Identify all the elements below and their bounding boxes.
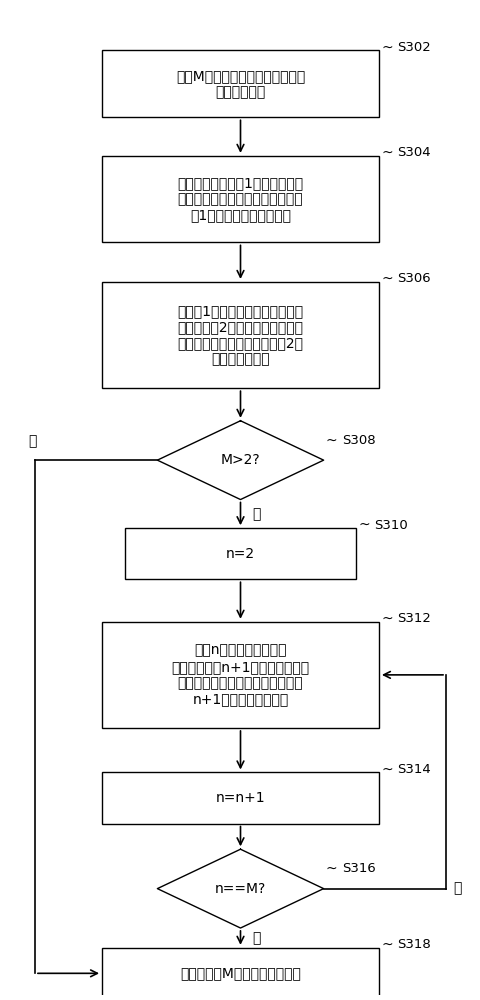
Text: ~: ~ (381, 40, 392, 54)
Polygon shape (157, 849, 323, 928)
Text: S316: S316 (341, 862, 375, 875)
Text: 将公共色域取为第1个校准灯具的
色域三角形内的所有栅格点，称为
第1个灯具的参考色坐标集: 将公共色域取为第1个校准灯具的 色域三角形内的所有栅格点，称为 第1个灯具的参考… (177, 176, 303, 222)
Text: ~: ~ (325, 862, 337, 876)
Text: S306: S306 (396, 272, 430, 285)
Text: ~: ~ (381, 146, 392, 160)
Bar (102, 622, 378, 728)
Bar (102, 50, 378, 117)
Text: S314: S314 (396, 763, 431, 776)
Text: 选出第1个灯具的参考色坐标集中
的点落在第2个灯具的色域三角形
内的所有参考色坐标点，称为2个
灯具的公共色域: 选出第1个灯具的参考色坐标集中 的点落在第2个灯具的色域三角形 内的所有参考色坐… (177, 304, 303, 366)
Text: 选出n个灯具的公共色域
中的点落在第n+1个灯具的色域三
角形内的所有参考色坐标点，称为
n+1个灯具的公共色域: 选出n个灯具的公共色域 中的点落在第n+1个灯具的色域三 角形内的所有参考色坐标… (171, 644, 309, 706)
Text: n=2: n=2 (226, 547, 254, 561)
Text: ~: ~ (325, 433, 337, 447)
Text: 否: 否 (452, 882, 460, 896)
Text: M>2?: M>2? (220, 453, 260, 467)
Text: 获取M个被校准的灯具的各个单色
通道的色坐标: 获取M个被校准的灯具的各个单色 通道的色坐标 (176, 69, 304, 99)
Text: S318: S318 (396, 938, 431, 951)
Text: ~: ~ (381, 762, 392, 776)
Text: 否: 否 (28, 434, 37, 448)
Bar (125, 528, 355, 579)
Text: ~: ~ (381, 272, 392, 286)
Text: S302: S302 (396, 41, 431, 54)
Text: S308: S308 (341, 434, 375, 447)
Text: n=n+1: n=n+1 (215, 791, 265, 805)
Bar (102, 156, 378, 242)
Bar (102, 948, 378, 999)
Bar (102, 772, 378, 824)
Text: S310: S310 (373, 519, 408, 532)
Polygon shape (157, 421, 323, 500)
Text: 是: 是 (252, 507, 260, 521)
Text: 是: 是 (252, 931, 260, 945)
Bar (102, 282, 378, 388)
Text: S304: S304 (396, 146, 430, 159)
Text: 结束，得到M个灯具的公共色域: 结束，得到M个灯具的公共色域 (180, 966, 300, 980)
Text: S312: S312 (396, 612, 431, 625)
Text: ~: ~ (381, 612, 392, 626)
Text: ~: ~ (381, 938, 392, 952)
Text: n==M?: n==M? (215, 882, 265, 896)
Text: ~: ~ (358, 518, 369, 532)
